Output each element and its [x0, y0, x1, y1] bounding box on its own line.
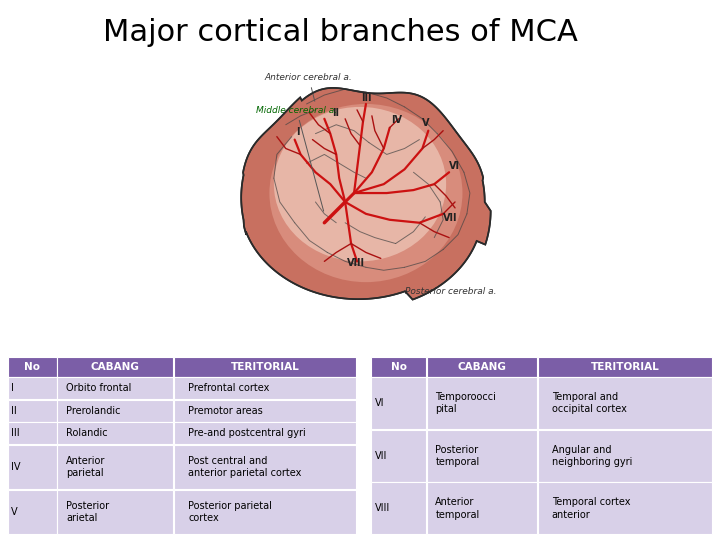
Text: Angular and
neighboring gyri: Angular and neighboring gyri — [552, 444, 632, 467]
Ellipse shape — [274, 107, 446, 261]
Polygon shape — [241, 88, 491, 300]
FancyBboxPatch shape — [174, 445, 356, 489]
Text: CABANG: CABANG — [458, 362, 507, 372]
Text: VII: VII — [444, 213, 458, 223]
FancyBboxPatch shape — [174, 400, 356, 422]
Text: Posterior
arietal: Posterior arietal — [66, 501, 109, 523]
FancyBboxPatch shape — [58, 400, 173, 422]
FancyBboxPatch shape — [7, 490, 57, 535]
Text: Anterior
temporal: Anterior temporal — [436, 497, 480, 519]
FancyBboxPatch shape — [7, 377, 57, 399]
FancyBboxPatch shape — [7, 422, 57, 444]
Text: Anterior
parietal: Anterior parietal — [66, 456, 106, 478]
Text: Orbito frontal: Orbito frontal — [66, 383, 132, 393]
Text: VI: VI — [375, 398, 384, 408]
Text: Posterior
temporal: Posterior temporal — [436, 444, 480, 467]
Text: III: III — [361, 93, 372, 103]
Text: Rolandic: Rolandic — [66, 428, 108, 438]
FancyBboxPatch shape — [538, 377, 712, 429]
FancyBboxPatch shape — [58, 356, 173, 376]
Text: VIII: VIII — [375, 503, 390, 514]
Text: I: I — [296, 127, 300, 137]
FancyBboxPatch shape — [538, 430, 712, 482]
FancyBboxPatch shape — [427, 430, 537, 482]
Text: Pre-and postcentral gyri: Pre-and postcentral gyri — [188, 428, 306, 438]
FancyBboxPatch shape — [7, 356, 57, 376]
FancyBboxPatch shape — [538, 482, 712, 534]
Text: Temporal cortex
anterior: Temporal cortex anterior — [552, 497, 630, 519]
Text: Prefrontal cortex: Prefrontal cortex — [188, 383, 269, 393]
FancyBboxPatch shape — [58, 490, 173, 535]
Text: IV: IV — [12, 462, 21, 472]
Text: No: No — [391, 362, 407, 372]
FancyBboxPatch shape — [58, 422, 173, 444]
Ellipse shape — [269, 104, 462, 282]
Text: Major cortical branches of MCA: Major cortical branches of MCA — [103, 18, 578, 46]
FancyBboxPatch shape — [174, 377, 356, 399]
FancyBboxPatch shape — [372, 430, 426, 482]
Text: V: V — [423, 118, 430, 128]
Text: Temporoocci
pital: Temporoocci pital — [436, 392, 496, 414]
Text: II: II — [12, 406, 17, 416]
Text: IV: IV — [391, 115, 402, 125]
Text: V: V — [12, 507, 18, 517]
FancyBboxPatch shape — [174, 490, 356, 535]
Text: No: No — [24, 362, 40, 372]
Text: Posterior parietal
cortex: Posterior parietal cortex — [188, 501, 272, 523]
FancyBboxPatch shape — [427, 377, 537, 429]
FancyBboxPatch shape — [58, 445, 173, 489]
Text: Temporal and
occipital cortex: Temporal and occipital cortex — [552, 392, 626, 414]
Text: TERITORIAL: TERITORIAL — [591, 362, 660, 372]
Text: VIII: VIII — [346, 258, 364, 268]
Text: CABANG: CABANG — [91, 362, 140, 372]
Text: TERITORIAL: TERITORIAL — [230, 362, 300, 372]
FancyBboxPatch shape — [372, 482, 426, 534]
FancyBboxPatch shape — [538, 356, 712, 376]
Text: Posterior cerebral a.: Posterior cerebral a. — [405, 287, 496, 296]
FancyBboxPatch shape — [7, 445, 57, 489]
FancyBboxPatch shape — [427, 482, 537, 534]
Text: Middle cerebral a.: Middle cerebral a. — [256, 106, 337, 211]
FancyBboxPatch shape — [174, 356, 356, 376]
Text: III: III — [12, 428, 20, 438]
Text: VI: VI — [449, 161, 460, 171]
FancyBboxPatch shape — [7, 400, 57, 422]
Text: Prerolandic: Prerolandic — [66, 406, 121, 416]
Text: II: II — [332, 108, 339, 118]
FancyBboxPatch shape — [372, 356, 426, 376]
Text: Post central and
anterior parietal cortex: Post central and anterior parietal corte… — [188, 456, 302, 478]
FancyBboxPatch shape — [58, 377, 173, 399]
Text: Anterior cerebral a.: Anterior cerebral a. — [265, 73, 353, 102]
FancyBboxPatch shape — [427, 356, 537, 376]
FancyBboxPatch shape — [174, 422, 356, 444]
Text: I: I — [12, 383, 14, 393]
Text: VII: VII — [375, 451, 387, 461]
Text: Premotor areas: Premotor areas — [188, 406, 263, 416]
FancyBboxPatch shape — [372, 377, 426, 429]
